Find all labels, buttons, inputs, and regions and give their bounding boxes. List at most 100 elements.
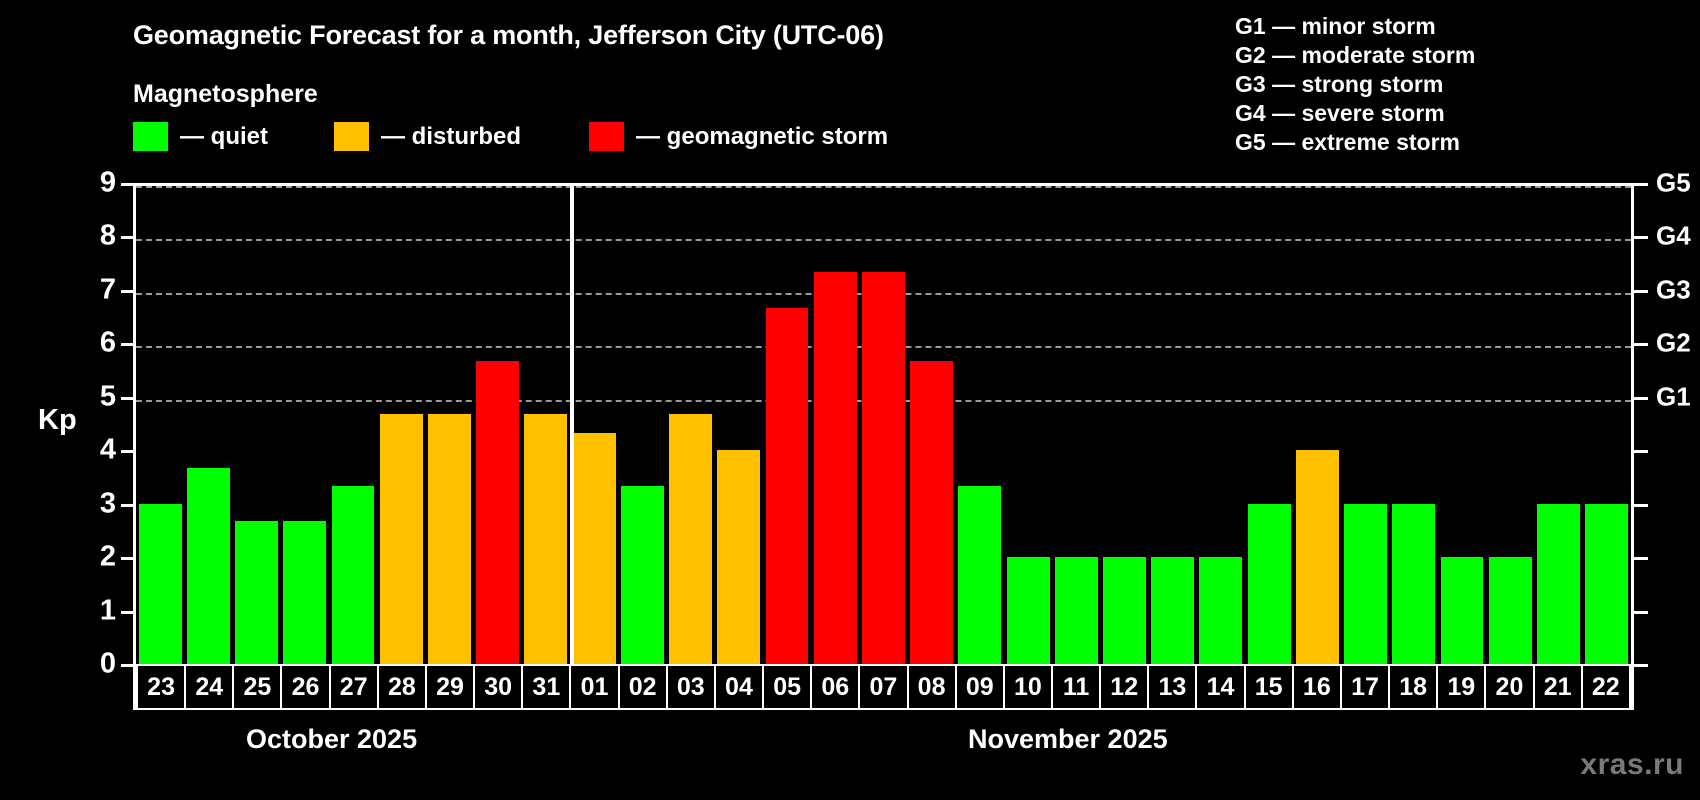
day-label-23: 23: [136, 664, 187, 710]
month-label-november: November 2025: [968, 724, 1168, 754]
bar-day-11: [1054, 557, 1098, 664]
g-scale-row-g5: G5 — extreme storm: [1235, 129, 1460, 155]
bar-day-13: [1151, 557, 1195, 664]
bar-slot: [956, 186, 1004, 664]
bar-slot: [1004, 186, 1052, 664]
bar-day-28: [379, 414, 423, 664]
bar-slot: [425, 186, 473, 664]
gridline-kp-9: [136, 186, 1631, 188]
bar-day-31: [524, 414, 568, 664]
y-tick-label-6: 6: [99, 326, 116, 359]
g-tick-mark-kp-5: [1634, 396, 1648, 400]
g-axis-label-g4: G4: [1656, 220, 1691, 251]
day-label-15: 15: [1243, 664, 1294, 710]
month-label-october: October 2025: [246, 724, 418, 754]
bar-slot: [377, 186, 425, 664]
y-tick-label-0: 0: [99, 647, 116, 680]
bar-day-01: [572, 432, 616, 664]
bar-day-30: [476, 360, 520, 664]
g-axis-label-g2: G2: [1656, 327, 1691, 358]
bar-day-18: [1392, 503, 1436, 664]
g-tick-mark-kp-2: [1634, 557, 1648, 561]
magnetosphere-legend-title: Magnetosphere: [133, 80, 318, 108]
bar-day-02: [620, 486, 664, 664]
bar-slot: [763, 186, 811, 664]
y-axis-title: Kp: [38, 404, 77, 436]
day-label-28: 28: [376, 664, 427, 710]
y-tick-mark-9: [121, 183, 134, 186]
y-tick-mark-8: [121, 236, 134, 240]
day-label-19: 19: [1436, 664, 1487, 710]
day-label-22: 22: [1580, 664, 1631, 710]
y-tick-mark-1: [121, 610, 134, 614]
bar-day-27: [331, 486, 375, 664]
day-label-04: 04: [713, 664, 765, 710]
bar-day-06: [813, 272, 857, 664]
day-label-14: 14: [1195, 664, 1246, 710]
bar-day-21: [1537, 503, 1580, 664]
legend-label-disturbed: — disturbed: [381, 122, 522, 150]
g-tick-mark-kp-3: [1634, 503, 1648, 507]
legend-swatch-disturbed-icon: [334, 122, 369, 151]
bar-day-24: [186, 467, 230, 664]
day-label-21: 21: [1532, 664, 1583, 710]
bar-slot: [1100, 186, 1148, 664]
bar-slot: [522, 186, 570, 664]
day-label-27: 27: [328, 664, 379, 710]
bar-day-14: [1199, 557, 1243, 664]
bar-day-23: [138, 503, 182, 664]
legend-swatch-quiet-icon: [133, 122, 168, 151]
y-tick-label-9: 9: [99, 166, 116, 199]
legend-label-quiet: — quiet: [180, 122, 268, 150]
day-label-17: 17: [1339, 664, 1391, 710]
legend-item-storm: — geomagnetic storm: [589, 122, 888, 151]
bar-day-12: [1103, 557, 1146, 664]
bar-slot: [1245, 186, 1293, 664]
day-label-08: 08: [906, 664, 957, 710]
day-label-10: 10: [1002, 664, 1053, 710]
y-tick-mark-3: [121, 503, 134, 507]
day-label-16: 16: [1291, 664, 1342, 710]
bar-day-17: [1344, 503, 1388, 664]
legend-swatch-storm-icon: [589, 122, 625, 151]
legend-item-quiet: — quiet: [133, 122, 268, 151]
g-tick-mark-kp-1: [1634, 610, 1648, 614]
bar-day-15: [1247, 503, 1291, 664]
day-label-09: 09: [954, 664, 1005, 710]
bar-day-19: [1440, 557, 1484, 664]
bar-slot: [136, 186, 184, 664]
y-tick-label-3: 3: [99, 487, 116, 520]
y-tick-label-4: 4: [99, 433, 116, 466]
bar-day-03: [669, 414, 712, 664]
day-label-18: 18: [1388, 664, 1439, 710]
y-tick-mark-5: [121, 396, 134, 400]
bar-slot: [281, 186, 329, 664]
y-tick-mark-2: [121, 557, 134, 561]
g-scale-legend: G1 — minor storm G2 — moderate storm G3 …: [1235, 12, 1475, 157]
day-label-13: 13: [1147, 664, 1198, 710]
g-tick-mark-kp-8: [1634, 236, 1648, 240]
y-tick-label-2: 2: [99, 540, 116, 573]
g-axis-label-g3: G3: [1656, 274, 1691, 305]
g-tick-mark-kp-6: [1634, 343, 1648, 347]
bar-slot: [1390, 186, 1438, 664]
g-tick-mark-kp-7: [1634, 289, 1648, 293]
bar-slot: [1583, 186, 1631, 664]
watermark: xras.ru: [1580, 748, 1684, 781]
g-scale-row-g1: G1 — minor storm: [1235, 13, 1436, 39]
day-label-07: 07: [858, 664, 909, 710]
bar-slot: [1293, 186, 1341, 664]
bar-day-07: [861, 272, 905, 664]
bar-slot: [715, 186, 763, 664]
legend-item-disturbed: — disturbed: [334, 122, 521, 151]
bar-day-20: [1488, 557, 1532, 664]
bar-slot: [811, 186, 859, 664]
bar-day-04: [717, 450, 761, 664]
bar-day-25: [235, 521, 278, 664]
bar-slot: [618, 186, 666, 664]
day-label-26: 26: [280, 664, 331, 710]
bar-slot: [329, 186, 377, 664]
g-scale-row-g4: G4 — severe storm: [1235, 100, 1445, 126]
day-label-24: 24: [184, 664, 235, 710]
day-label-11: 11: [1050, 664, 1102, 710]
